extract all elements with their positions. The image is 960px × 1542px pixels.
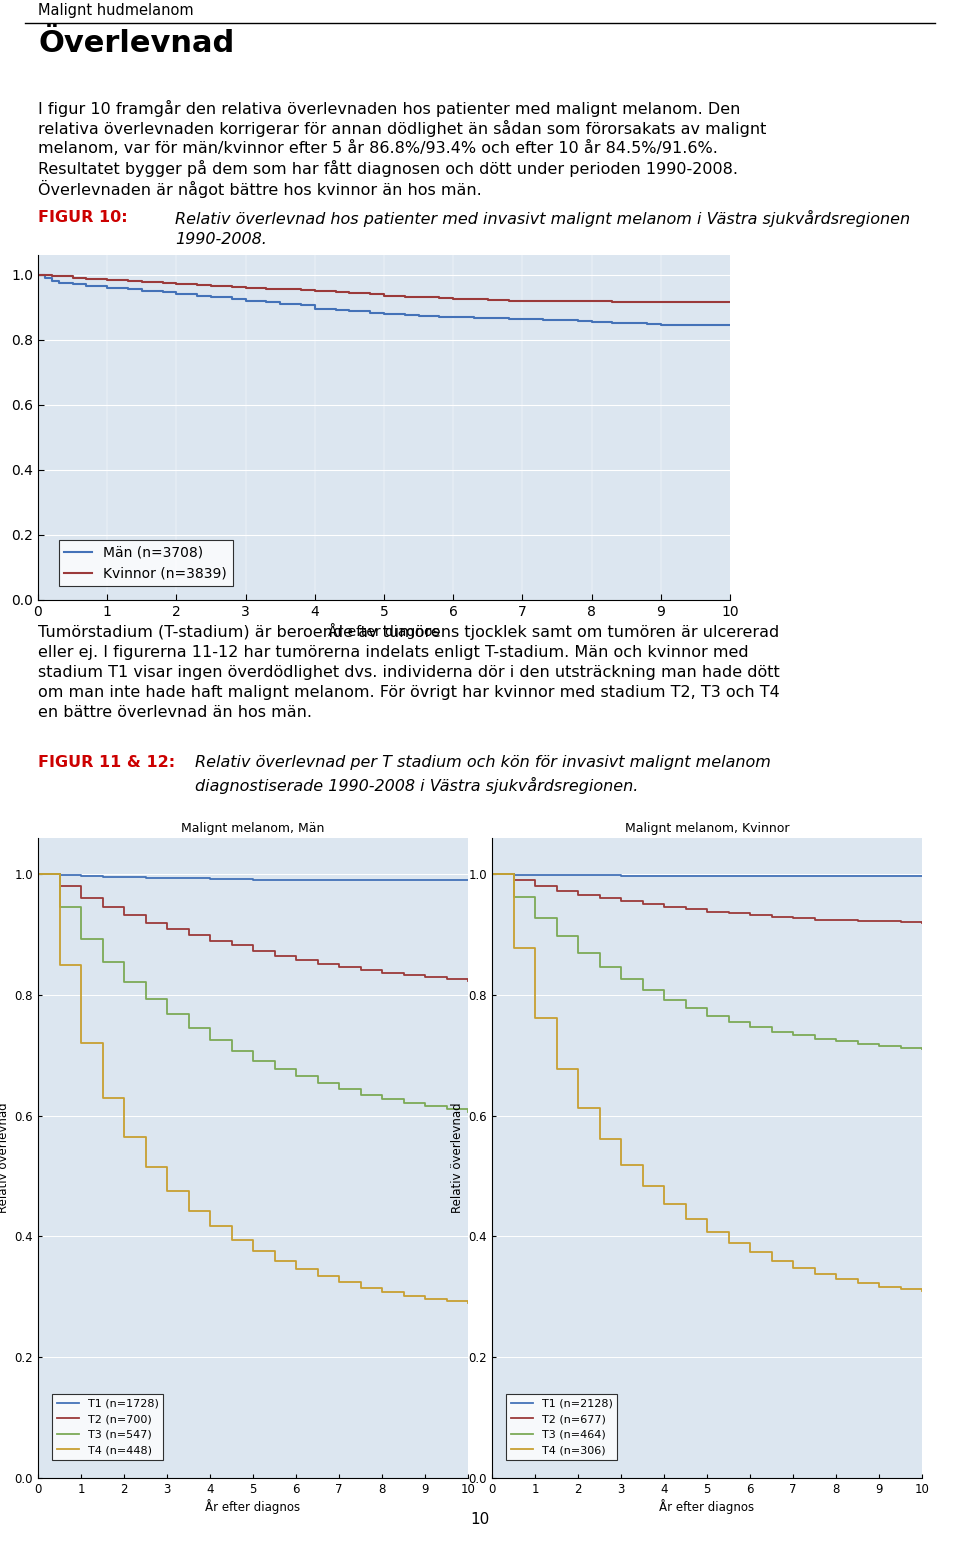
Text: I figur 10 framgår den relativa överlevnaden hos patienter med malignt melanom. : I figur 10 framgår den relativa överlevn…	[38, 100, 740, 117]
X-axis label: År efter diagnos: År efter diagnos	[328, 623, 440, 638]
Text: Malignt hudmelanom: Malignt hudmelanom	[38, 3, 194, 17]
Text: Tumörstadium (T-stadium) är beroende av tumörens tjocklek samt om tumören är ulc: Tumörstadium (T-stadium) är beroende av …	[38, 625, 780, 640]
Y-axis label: Relativ överlevnad: Relativ överlevnad	[451, 1103, 465, 1214]
Legend: T1 (n=2128), T2 (n=677), T3 (n=464), T4 (n=306): T1 (n=2128), T2 (n=677), T3 (n=464), T4 …	[506, 1394, 617, 1460]
Text: FIGUR 10:: FIGUR 10:	[38, 210, 128, 225]
Text: Överlevnad: Överlevnad	[38, 29, 234, 59]
Text: eller ej. I figurerna 11-12 har tumörerna indelats enligt T-stadium. Män och kvi: eller ej. I figurerna 11-12 har tumörern…	[38, 645, 749, 660]
Text: Överlevnaden är något bättre hos kvinnor än hos män.: Överlevnaden är något bättre hos kvinnor…	[38, 180, 482, 197]
Text: melanom, var för män/kvinnor efter 5 år 86.8%/93.4% och efter 10 år 84.5%/91.6%.: melanom, var för män/kvinnor efter 5 år …	[38, 140, 718, 156]
X-axis label: År efter diagnos: År efter diagnos	[660, 1499, 755, 1514]
Text: 1990-2008.: 1990-2008.	[175, 231, 267, 247]
Text: stadium T1 visar ingen överdödlighet dvs. individerna dör i den utsträckning man: stadium T1 visar ingen överdödlighet dvs…	[38, 665, 780, 680]
Text: Relativ överlevnad per T stadium och kön för invasivt malignt melanom: Relativ överlevnad per T stadium och kön…	[195, 756, 771, 769]
Text: relativa överlevnaden korrigerar för annan dödlighet än sådan som förorsakats av: relativa överlevnaden korrigerar för ann…	[38, 120, 766, 137]
Y-axis label: Relativ överlevnad: Relativ överlevnad	[0, 1103, 11, 1214]
Title: Malignt melanom, Kvinnor: Malignt melanom, Kvinnor	[625, 822, 789, 836]
Text: Resultatet bygger på dem som har fått diagnosen och dött under perioden 1990-200: Resultatet bygger på dem som har fått di…	[38, 160, 738, 177]
Y-axis label: Relativ överlevnad: Relativ överlevnad	[0, 362, 4, 492]
Text: 10: 10	[470, 1513, 490, 1528]
Title: Malignt melanom, Män: Malignt melanom, Män	[181, 822, 324, 836]
Text: diagnostiserade 1990-2008 i Västra sjukvårdsregionen.: diagnostiserade 1990-2008 i Västra sjukv…	[195, 777, 638, 794]
Legend: T1 (n=1728), T2 (n=700), T3 (n=547), T4 (n=448): T1 (n=1728), T2 (n=700), T3 (n=547), T4 …	[52, 1394, 163, 1460]
Text: en bättre överlevnad än hos män.: en bättre överlevnad än hos män.	[38, 705, 312, 720]
X-axis label: År efter diagnos: År efter diagnos	[205, 1499, 300, 1514]
Text: FIGUR 11 & 12:: FIGUR 11 & 12:	[38, 756, 175, 769]
Text: Relativ överlevnad hos patienter med invasivt malignt melanom i Västra sjukvårds: Relativ överlevnad hos patienter med inv…	[175, 210, 910, 227]
Text: om man inte hade haft malignt melanom. För övrigt har kvinnor med stadium T2, T3: om man inte hade haft malignt melanom. F…	[38, 685, 780, 700]
Legend: Män (n=3708), Kvinnor (n=3839): Män (n=3708), Kvinnor (n=3839)	[59, 540, 232, 586]
